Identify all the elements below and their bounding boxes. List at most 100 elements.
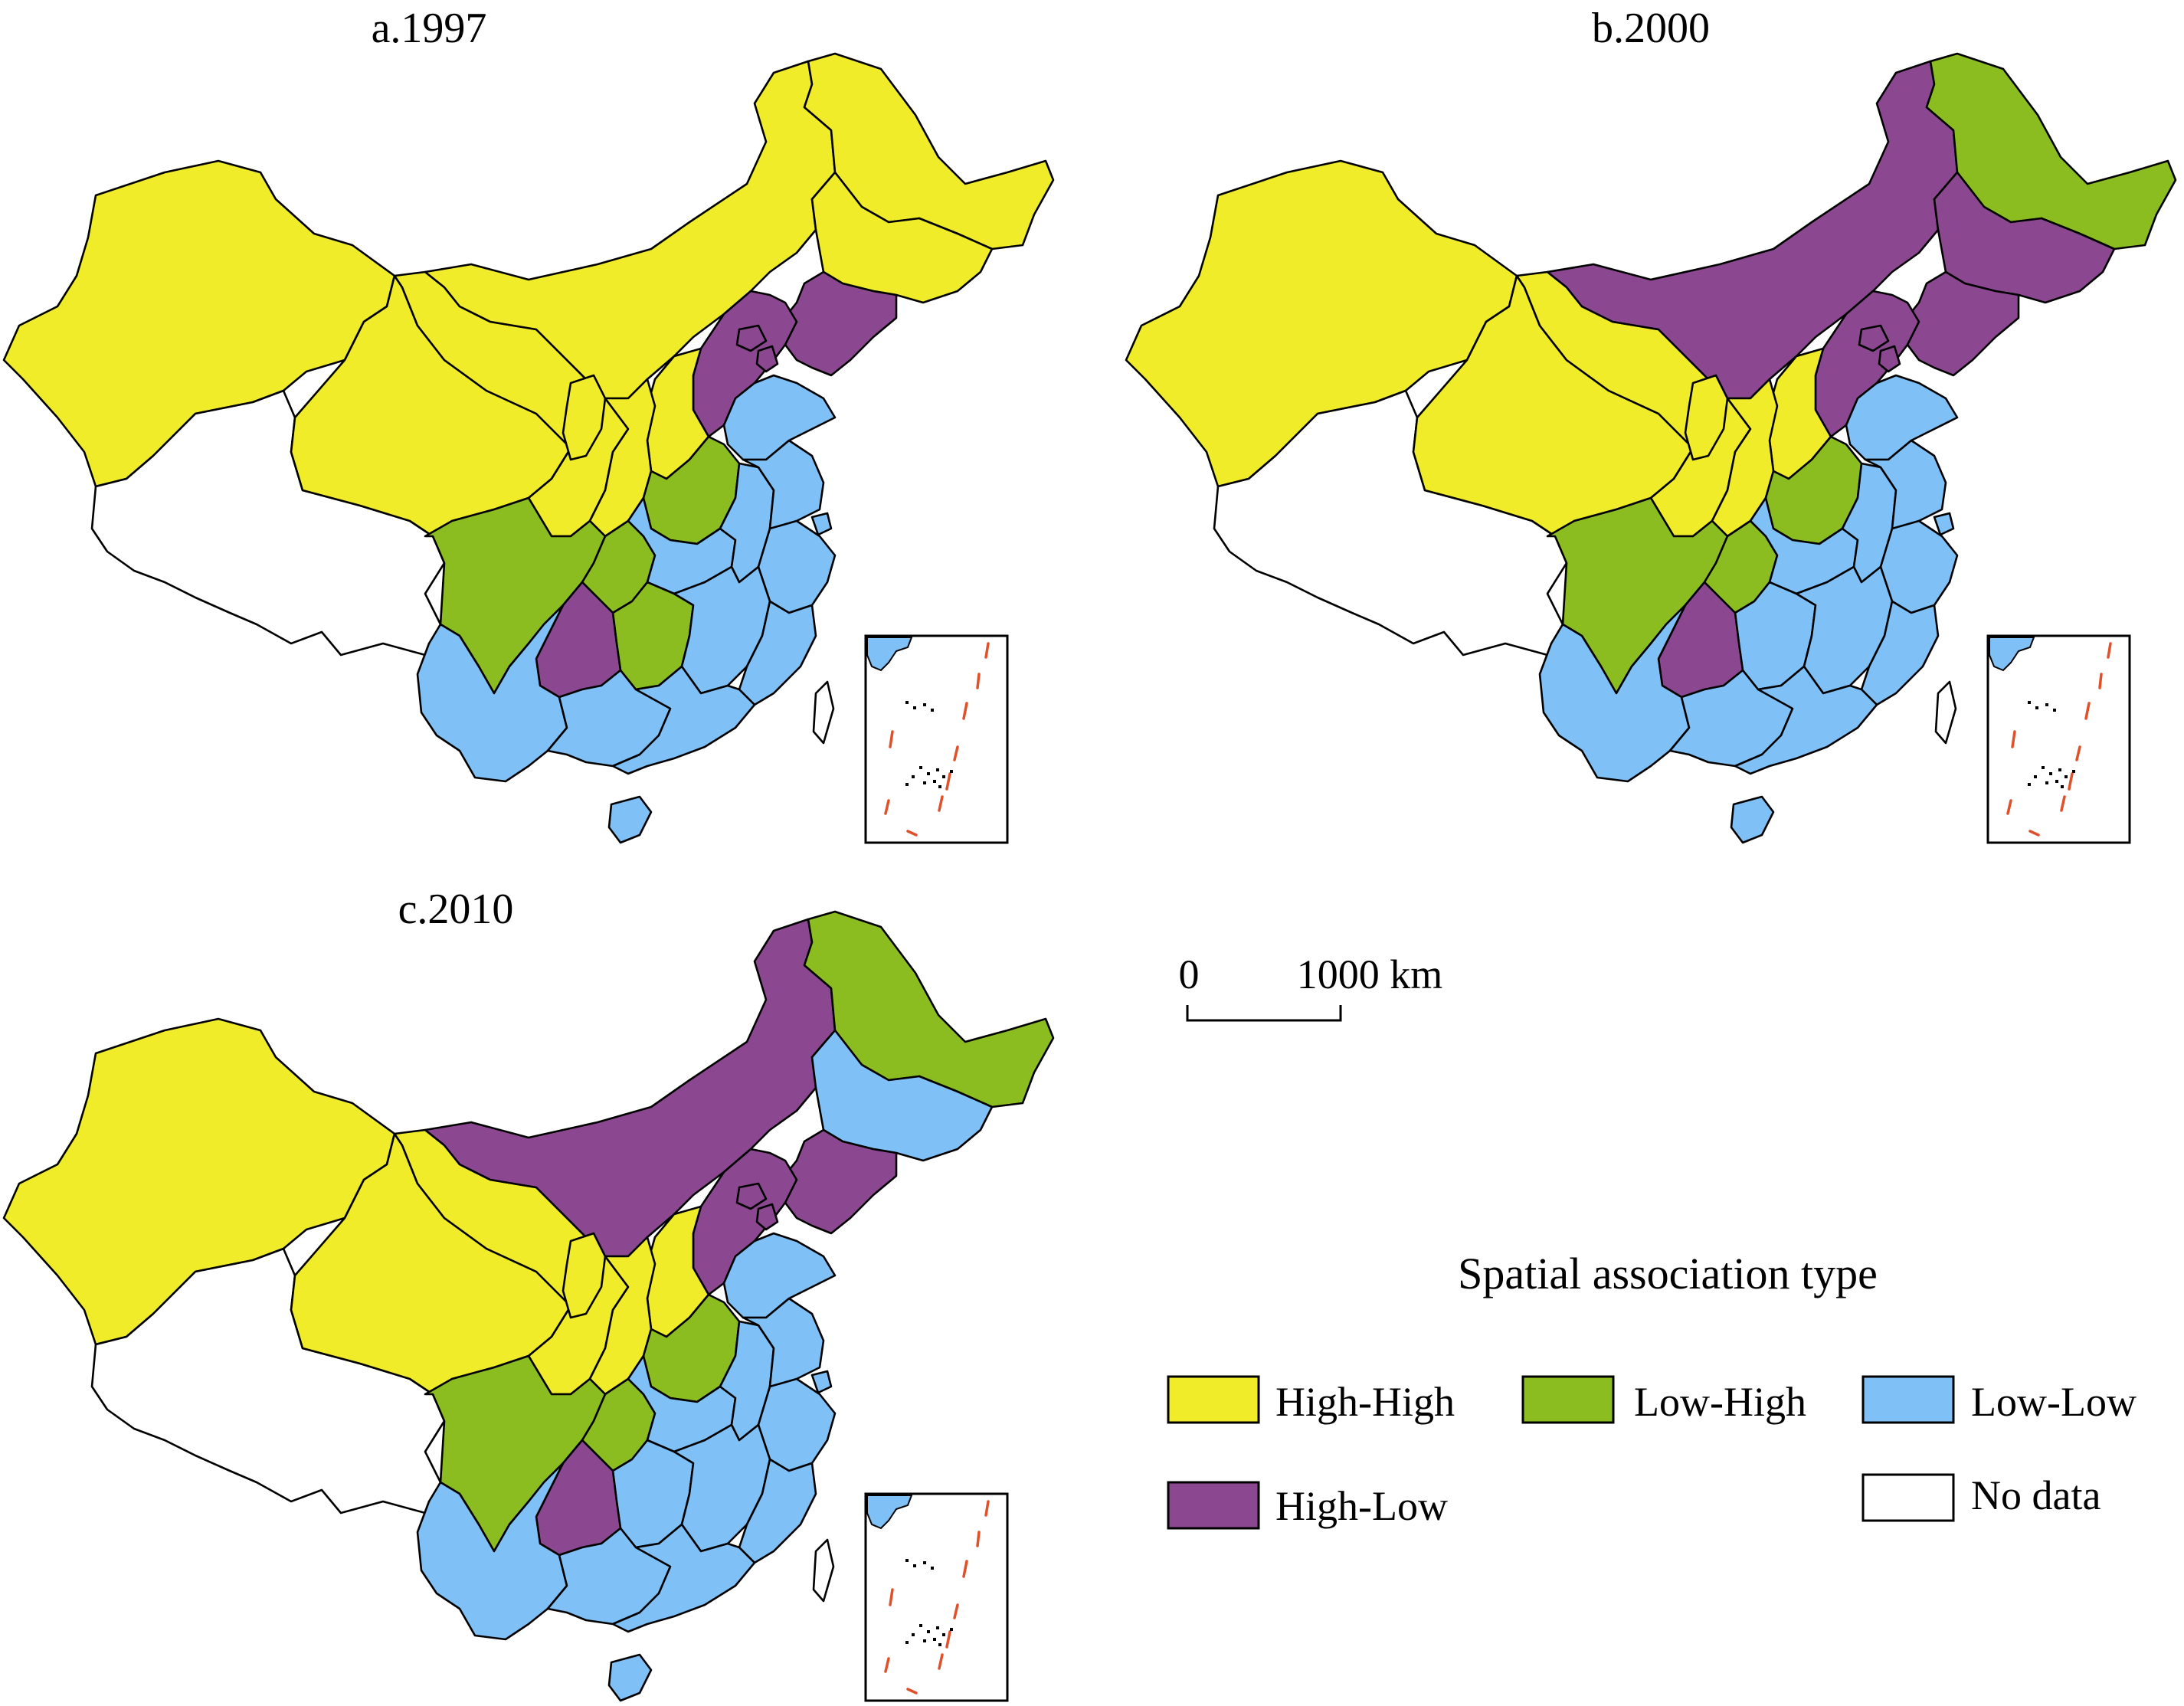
inset-coast-fragment	[1989, 637, 2035, 672]
province-jilin	[810, 171, 994, 304]
inset-island-dot	[2053, 709, 2056, 712]
province-ningxia	[562, 374, 607, 461]
province-jiangsu	[742, 439, 825, 530]
legend-swatch-low-high	[1521, 1375, 1615, 1424]
inset-boundary-dash	[2060, 795, 2066, 812]
inset-island-dot	[2049, 772, 2052, 775]
province-guangdong	[611, 665, 756, 775]
legend-label-high-high: High-High	[1275, 1379, 1455, 1425]
inset-island-dot	[919, 766, 922, 769]
province-fujian	[738, 600, 817, 706]
scale-bar-end-label: 1000 km	[1297, 951, 1443, 997]
province-beijing	[735, 324, 768, 352]
map-panel-2010	[2, 910, 1055, 1702]
inset-island-dot	[923, 1639, 926, 1642]
province-fujian	[1860, 600, 1940, 706]
scale-bar-line	[1186, 1005, 1342, 1022]
inset-island-dot	[2042, 766, 2045, 769]
inset-island-dot	[2028, 701, 2031, 704]
province-tibet	[1213, 389, 1568, 657]
province-ningxia	[562, 1232, 607, 1319]
inset-island-dot	[923, 1561, 926, 1564]
province-guangdong	[611, 1523, 756, 1633]
legend: Spatial association type High-High Low-H…	[1167, 1249, 2137, 1530]
province-heilongjiang	[803, 52, 1055, 250]
inset-island-dot	[912, 775, 915, 778]
province-jiangsu	[1864, 439, 1947, 530]
inset-island-dot	[905, 701, 909, 704]
inset-island-dot	[2045, 703, 2048, 706]
legend-label-low-high: Low-High	[1634, 1379, 1806, 1425]
south-china-sea-inset	[864, 1492, 1009, 1702]
province-shanghai	[810, 512, 833, 536]
inset-island-dot	[913, 1564, 916, 1567]
inset-island-dot	[950, 770, 953, 773]
inset-island-dot	[2034, 775, 2037, 778]
inset-island-dot	[942, 775, 945, 778]
province-tibet	[90, 389, 446, 657]
inset-boundary-dash	[889, 1588, 894, 1606]
inset-boundary-dash	[906, 830, 918, 837]
legend-swatch-low-low	[1861, 1375, 1955, 1424]
inset-boundary-dash	[945, 1630, 951, 1649]
inset-boundary-dash	[2084, 702, 2091, 720]
inset-island-dot	[950, 1628, 953, 1631]
inset-boundary-dash	[945, 772, 951, 791]
inset-boundary-dash	[2098, 673, 2103, 689]
inset-boundary-dash	[976, 1531, 981, 1547]
legend-swatch-high-low	[1167, 1481, 1260, 1530]
map-panel-2000	[1125, 52, 2177, 844]
inset-island-dot	[933, 1638, 936, 1641]
province-shandong	[722, 374, 837, 461]
province-heilongjiang	[803, 910, 1055, 1108]
province-liaoning	[780, 270, 898, 377]
inset-boundary-dash	[2011, 730, 2016, 748]
province-tibet	[90, 1247, 446, 1514]
south-china-sea-inset	[1986, 634, 2131, 844]
inset-boundary-dash	[962, 1560, 968, 1578]
inset-boundary-dash	[2028, 830, 2040, 837]
province-taiwan	[812, 1538, 835, 1603]
inset-boundary-dash	[2006, 799, 2012, 815]
inset-island-dot	[936, 1626, 939, 1629]
province-liaoning	[1902, 270, 2020, 377]
province-fujian	[738, 1458, 817, 1564]
province-ningxia	[1684, 374, 1729, 461]
inset-boundary-dash	[884, 799, 890, 815]
province-shanghai	[1933, 512, 1955, 536]
province-beijing	[735, 1182, 768, 1210]
province-shandong	[1845, 374, 1959, 461]
legend-label-high-low: High-Low	[1275, 1483, 1448, 1529]
inset-island-dot	[942, 1633, 945, 1636]
panel-title-c: c.2010	[398, 886, 514, 933]
province-tianjin	[755, 345, 779, 373]
inset-frame	[864, 1492, 1009, 1702]
province-taiwan	[812, 680, 835, 745]
inset-island-dot	[912, 1633, 915, 1636]
inset-boundary-dash	[953, 745, 959, 761]
legend-title: Spatial association type	[1458, 1249, 1878, 1298]
province-tianjin	[1878, 345, 1901, 373]
inset-island-dot	[933, 780, 936, 783]
inset-boundary-dash	[938, 795, 944, 812]
scale-bar-start-label: 0	[1179, 951, 1200, 997]
south-china-sea-inset	[864, 634, 1009, 844]
inset-island-dot	[913, 706, 916, 709]
legend-swatch-no-data	[1861, 1473, 1955, 1522]
inset-boundary-dash	[884, 1657, 890, 1673]
inset-island-dot	[905, 1559, 909, 1562]
inset-island-dot	[931, 1567, 934, 1570]
legend-label-no-data: No data	[1971, 1472, 2101, 1518]
inset-boundary-dash	[2107, 642, 2112, 659]
province-shandong	[722, 1232, 837, 1319]
inset-island-dot	[2045, 781, 2048, 784]
inset-island-dot	[2055, 780, 2058, 783]
inset-island-dot	[938, 1643, 941, 1646]
inset-boundary-dash	[889, 730, 894, 748]
inset-frame	[1986, 634, 2131, 844]
inset-boundary-dash	[2068, 772, 2074, 791]
panel-title-b: b.2000	[1592, 5, 1710, 52]
inset-frame	[864, 634, 1009, 844]
inset-coast-fragment	[866, 637, 913, 672]
